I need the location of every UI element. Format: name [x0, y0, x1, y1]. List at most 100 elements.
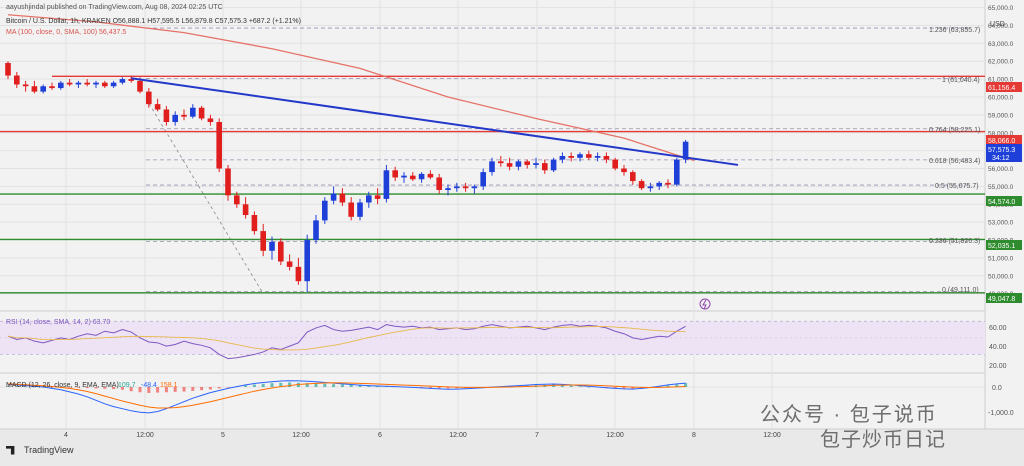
badge-last-price-text: 57,575.3 — [988, 147, 1015, 154]
candle-body-37 — [330, 193, 337, 201]
badge-52035-text: 52,035.1 — [988, 243, 1015, 250]
macd-bar-22 — [200, 387, 204, 391]
watermark-line-2: 包子炒币日记 — [820, 429, 946, 451]
fib-levels — [145, 27, 968, 293]
badge-61156 — [986, 82, 1022, 92]
macd-bar-50 — [446, 387, 450, 389]
candle-body-68 — [603, 156, 610, 160]
macd-bar-2 — [24, 386, 28, 388]
y-tick-14: 63,000.0 — [988, 41, 1014, 48]
badge-52035 — [986, 240, 1022, 250]
y-tick-10: 59,000.0 — [988, 112, 1014, 119]
macd-bar-32 — [288, 382, 292, 387]
fib-label-05: 0.5 (55,075.7) — [935, 183, 979, 190]
candle-body-13 — [119, 79, 126, 83]
macd-signal-line — [7, 382, 686, 409]
currency-label: USD — [990, 21, 1005, 28]
symbol-line: Bitcoin / U.S. Dollar, 1h, KRAKEN O56,88… — [6, 18, 301, 25]
tradingview-brand: TradingView — [24, 445, 74, 455]
macd-bar-20 — [182, 387, 186, 392]
macd-bar-41 — [367, 385, 371, 387]
candle-body-8 — [75, 82, 82, 85]
candle-body-47 — [418, 173, 425, 180]
candle-body-74 — [656, 182, 662, 187]
candle-body-75 — [665, 182, 671, 185]
y-tick-4: 53,000.0 — [988, 220, 1014, 227]
candle-body-39 — [348, 202, 354, 217]
candle-body-9 — [84, 82, 90, 85]
macd-bar-77 — [684, 383, 688, 387]
rsi-label: RSI (14, close, SMA, 14, 2) 63.70 — [6, 319, 110, 326]
macd-bar-5 — [50, 387, 54, 388]
x-tick-6: 7 — [535, 432, 539, 439]
x-tick-1: 12:00 — [136, 432, 154, 439]
candle-body-25 — [225, 168, 231, 196]
candle-body-15 — [137, 80, 143, 92]
candle-body-11 — [102, 82, 108, 87]
badge-49047-text: 49,047.8 — [988, 296, 1015, 303]
macd-axis-neg: -1,000.0 — [988, 410, 1014, 417]
macd-bar-76 — [675, 384, 679, 387]
y-tick-16: 65,000.0 — [988, 5, 1014, 12]
macd-bar-21 — [191, 387, 195, 391]
y-tick-7: 56,000.0 — [988, 166, 1014, 173]
candle-body-70 — [621, 168, 627, 173]
candle-body-14 — [128, 79, 134, 81]
y-tick-12: 61,000.0 — [988, 77, 1014, 84]
candle-body-27 — [242, 204, 249, 216]
macd-bar-38 — [340, 384, 344, 387]
candle-body-72 — [638, 181, 645, 189]
badge-58066 — [986, 135, 1022, 145]
x-tick-9: 12:00 — [763, 432, 781, 439]
candle-body-32 — [286, 261, 293, 267]
candle-body-17 — [154, 104, 161, 110]
candle-body-57 — [506, 163, 513, 167]
candle-body-19 — [172, 114, 178, 123]
alert-bolt-icon[interactable] — [699, 298, 711, 310]
badge-61156-text: 61,156.4 — [988, 85, 1015, 92]
x-tick-2: 5 — [221, 432, 225, 439]
candle-body-21 — [190, 107, 196, 117]
candle-body-6 — [58, 82, 64, 89]
macd-bar-7 — [68, 387, 72, 388]
candle-body-3 — [31, 86, 38, 92]
rsi-axis-40: 40.00 — [989, 344, 1007, 351]
macd-bar-40 — [358, 385, 362, 387]
macd-bar-27 — [244, 385, 248, 387]
x-tick-5: 12:00 — [449, 432, 467, 439]
candle-body-61 — [542, 163, 548, 171]
macd-bar-13 — [120, 387, 124, 390]
macd-axis-zero: 0.0 — [992, 385, 1002, 392]
badge-58066-text: 58,066.0 — [988, 138, 1015, 145]
support-resistance-lines — [0, 75, 985, 294]
candle-body-1 — [14, 75, 20, 85]
bolt-glyph-icon — [702, 299, 707, 310]
macd-bar-64 — [569, 385, 573, 387]
y-tick-15: 64,000.0 — [988, 23, 1014, 30]
rsi-axis-20: 20.00 — [989, 363, 1007, 370]
rsi-band — [0, 321, 985, 355]
candle-body-65 — [577, 154, 583, 158]
macd-bar-16 — [147, 387, 151, 393]
macd-bar-19 — [173, 387, 177, 392]
y-tick-13: 62,000.0 — [988, 59, 1014, 66]
macd-bar-28 — [252, 384, 256, 387]
candle-body-10 — [93, 82, 99, 85]
candle-body-62 — [550, 159, 557, 171]
trendline-segment — [131, 77, 739, 166]
candle-body-23 — [207, 118, 214, 123]
macd-bar-10 — [94, 387, 98, 389]
candle-body-64 — [568, 156, 574, 158]
macd-bar-12 — [112, 387, 116, 390]
macd-pane — [0, 373, 985, 429]
candle-body-22 — [198, 107, 205, 119]
tradingview-footer: TradingView — [6, 445, 74, 455]
badge-54574 — [986, 196, 1022, 206]
macd-value-2: -48.4 — [141, 382, 157, 389]
candle-body-41 — [366, 195, 372, 203]
candle-body-69 — [612, 159, 618, 169]
candle-body-5 — [49, 86, 55, 89]
macd-bar-18 — [164, 387, 168, 393]
